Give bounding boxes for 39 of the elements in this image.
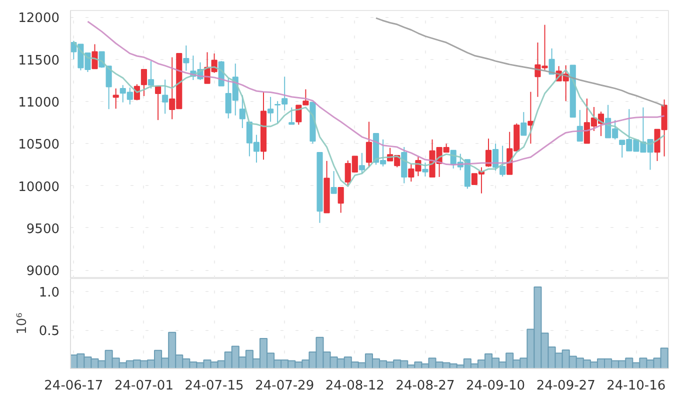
y-tick-label: 12000: [18, 11, 60, 26]
y-tick-label: 9500: [26, 222, 60, 237]
candlestick: [338, 186, 344, 214]
x-tick-label: 24-06-17: [44, 378, 104, 394]
x-tick-label: 24-07-29: [255, 378, 314, 394]
x-tick-label: 24-10-16: [606, 378, 666, 394]
x-tick-label: 24-08-27: [396, 378, 455, 394]
candlestick: [155, 86, 162, 121]
candlestick: [140, 68, 148, 97]
y-axis-title: 10⁶: [14, 312, 30, 334]
candlestick: [239, 94, 246, 129]
candlestick: [268, 96, 274, 122]
candlestick: [500, 145, 506, 178]
candlestick: [492, 143, 499, 172]
candlestick: [148, 60, 154, 89]
candlestick: [183, 44, 190, 72]
candlestick: [112, 88, 119, 110]
y-tick-label: 1.0: [38, 286, 60, 301]
y-tick-label: 10000: [18, 180, 60, 195]
y-tick-label: 11000: [18, 96, 60, 111]
candlestick: [520, 112, 527, 136]
x-tick-label: 24-09-10: [466, 378, 526, 394]
candlestick: [366, 121, 372, 168]
candlestick: [330, 170, 337, 194]
candlestick: [162, 79, 168, 114]
candlestick: [485, 138, 492, 168]
y-tick-label: 9000: [26, 264, 60, 280]
candlestick: [422, 162, 428, 178]
x-tick-label: 24-07-01: [114, 378, 174, 394]
candlestick: [92, 44, 98, 70]
candlestick: [288, 106, 295, 125]
x-tick-label: 24-09-27: [536, 378, 596, 394]
line-series: [72, 40, 666, 187]
y-tick-label: 10500: [18, 138, 60, 153]
y-tick-label: 0.5: [38, 324, 60, 340]
x-tick-label: 24-07-15: [184, 378, 244, 394]
x-tick-label: 24-08-12: [325, 378, 384, 394]
y-tick-label: 11500: [18, 53, 60, 68]
candlestick: [358, 152, 365, 174]
